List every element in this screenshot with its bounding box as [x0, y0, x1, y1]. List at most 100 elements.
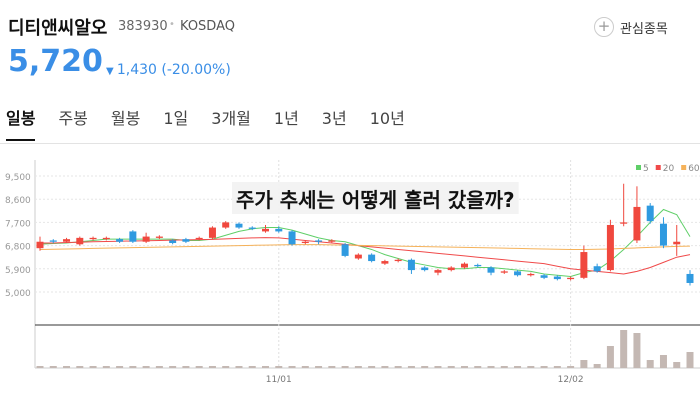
volume-bar [222, 366, 230, 368]
candle-body [447, 267, 455, 271]
period-tab[interactable]: 월봉 [110, 109, 141, 128]
volume-bar [673, 362, 681, 368]
volume-bar [248, 366, 256, 368]
candle-body [659, 223, 667, 246]
volume-bar [195, 366, 203, 368]
volume-bar [328, 366, 336, 368]
annotation-bg [232, 182, 519, 214]
candle-body [301, 241, 309, 244]
candle-body [514, 271, 522, 276]
period-tab[interactable]: 1일 [163, 109, 189, 128]
candle-body [633, 206, 641, 241]
watch-button[interactable]: 관심종목 [620, 22, 668, 37]
volume-bar [514, 366, 522, 368]
candle-body [208, 227, 216, 238]
divider [0, 143, 700, 144]
candle-body [169, 240, 177, 244]
candle-body [606, 224, 614, 271]
volume-bar [527, 366, 535, 368]
candle-body [63, 239, 71, 242]
candle-body [222, 222, 230, 228]
candle-body [288, 231, 296, 245]
y-tick-label: 8,600 [5, 196, 31, 206]
market: KOSDAQ [180, 19, 235, 34]
legend-swatch [681, 165, 687, 170]
volume-bar [460, 366, 468, 368]
period-tab[interactable]: 10년 [369, 109, 405, 128]
volume-bar [182, 366, 190, 368]
period-tab[interactable]: 일봉 [6, 105, 36, 141]
candle-body [275, 228, 283, 232]
y-tick-label: 5,000 [5, 289, 31, 299]
candle-body [142, 236, 150, 242]
y-tick-label: 9,500 [5, 173, 31, 183]
volume-bar [169, 366, 177, 368]
volume-bar [63, 366, 71, 368]
volume-bar [368, 366, 376, 368]
volume-bar [89, 366, 97, 368]
legend-label: 20 [663, 164, 675, 174]
candle-body [686, 273, 694, 283]
change-rate: (-20.00%) [161, 62, 231, 78]
period-tab[interactable]: 주봉 [58, 109, 88, 128]
volume-bar [567, 366, 575, 368]
candle-body [195, 237, 203, 240]
volume-bar [620, 330, 628, 368]
stock-name: 디티앤씨알오 [8, 18, 108, 39]
candle-body [407, 259, 415, 271]
candle-body [89, 237, 97, 240]
volume-bar [116, 366, 124, 368]
candle-body [567, 277, 575, 280]
candle-body [129, 231, 137, 242]
period-tab[interactable]: 3개월 [211, 109, 251, 128]
legend-label: 60 [688, 164, 700, 174]
volume-bar [288, 366, 296, 368]
down-arrow: ▼ [106, 66, 117, 77]
volume-bar [686, 352, 694, 368]
candle-body [315, 240, 323, 242]
volume-bar [354, 366, 362, 368]
change-amount: 1,430 [116, 62, 157, 78]
candle-body [102, 237, 110, 240]
volume-bar [500, 366, 508, 368]
candle-body [368, 254, 376, 262]
volume-bar [474, 366, 482, 368]
volume-bar [381, 366, 389, 368]
volume-bar [540, 366, 548, 368]
separator-dot: • [169, 19, 175, 30]
candle-body [620, 222, 628, 224]
candle-body [262, 228, 270, 232]
volume-bar [301, 366, 309, 368]
period-tabs: 일봉 주봉 월봉 1일 3개월 1년 3년 10년 [6, 105, 428, 141]
candle-body [76, 237, 84, 245]
volume-bar [580, 360, 588, 368]
volume-bar [487, 366, 495, 368]
candle-body [421, 267, 429, 271]
candle-body [553, 276, 561, 280]
volume-bar [129, 366, 137, 368]
candle-body [434, 270, 442, 273]
stock-code: 383930 [118, 19, 168, 34]
volume-bar [659, 355, 667, 368]
candle-body [593, 266, 601, 272]
volume-bar [102, 366, 110, 368]
volume-bar [208, 366, 216, 368]
candle-body [540, 275, 548, 278]
moving-average-line [39, 208, 691, 278]
candle-body [394, 259, 402, 262]
volume-bar [633, 333, 641, 368]
add-watch-icon[interactable]: + [594, 17, 614, 37]
candle-body [354, 254, 362, 259]
legend-swatch [655, 165, 661, 170]
candle-body [527, 273, 535, 276]
candle-body [155, 236, 163, 238]
volume-bar [421, 366, 429, 368]
volume-bar [447, 366, 455, 368]
period-tab[interactable]: 1년 [273, 109, 299, 128]
period-tab[interactable]: 3년 [321, 109, 347, 128]
candle-body [49, 240, 57, 242]
volume-bar [646, 360, 654, 368]
volume-bar [434, 366, 442, 368]
